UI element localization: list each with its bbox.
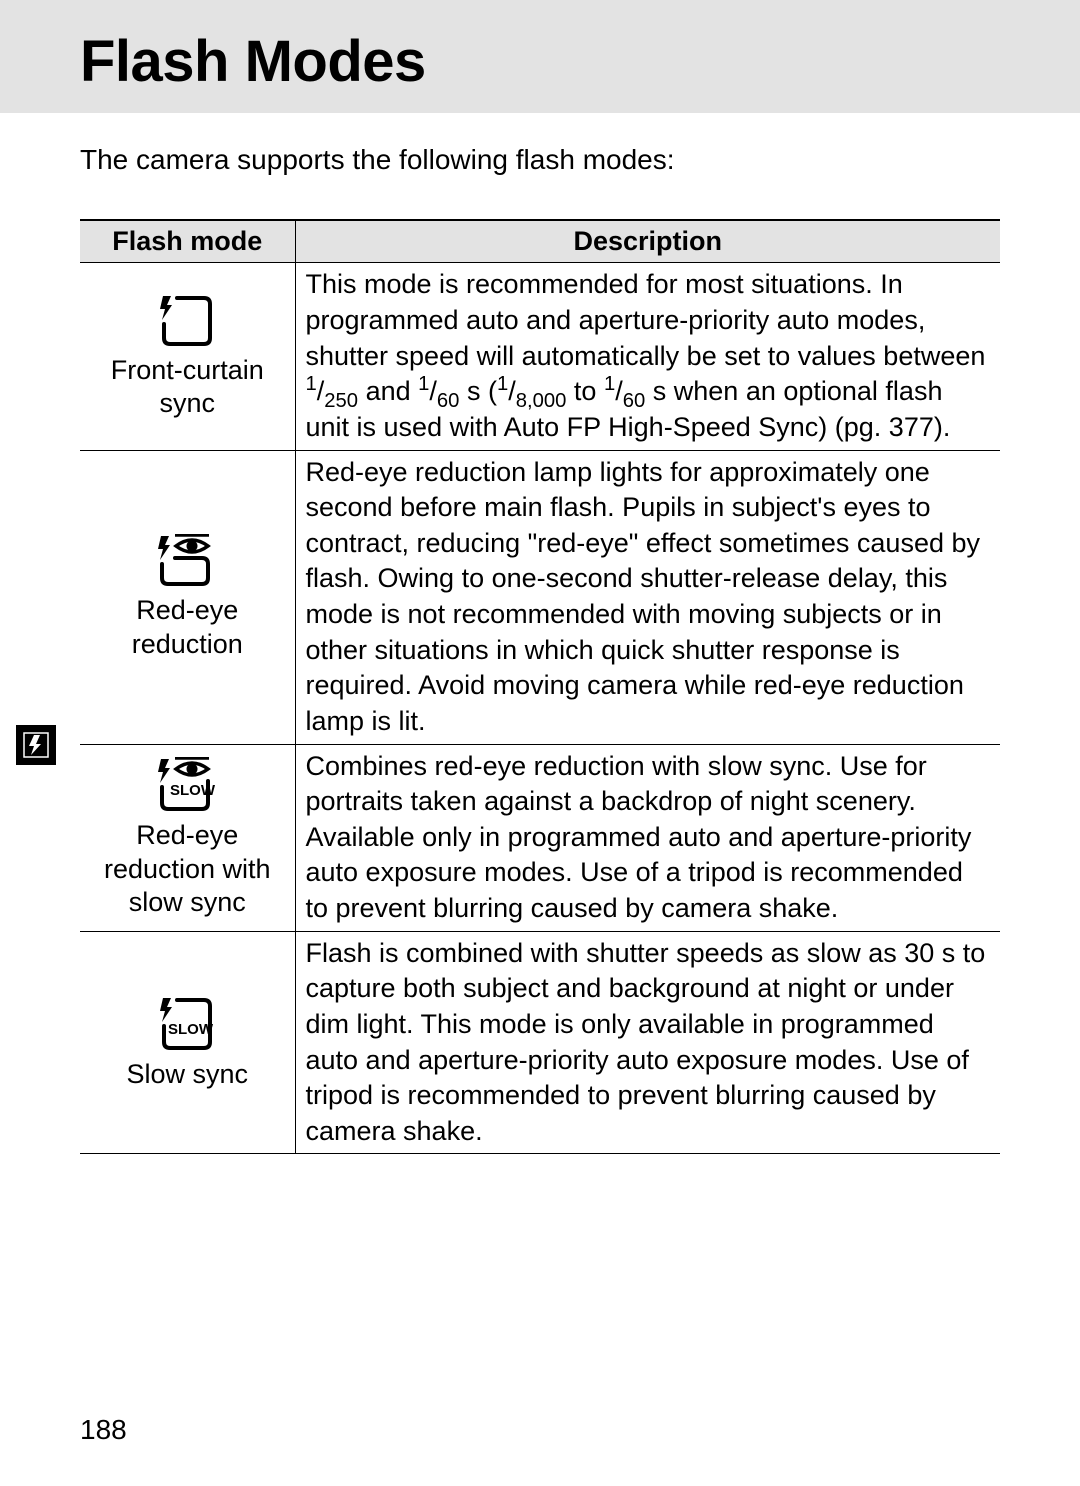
fraction-numerator: 1 [306, 373, 317, 395]
mode-description: Flash is combined with shutter speeds as… [295, 931, 1000, 1154]
table-row: SLOW Slow sync Flash is combined with sh… [80, 931, 1000, 1154]
mode-label: Slow sync [84, 1058, 291, 1092]
fraction-numerator: 1 [604, 373, 615, 395]
mode-cell-front-curtain: Front-curtain sync [80, 263, 295, 450]
col-header-mode: Flash mode [80, 220, 295, 263]
flash-front-curtain-icon [84, 294, 291, 348]
mode-cell-red-eye: Red-eye reduction [80, 450, 295, 744]
mode-description: Red-eye reduction lamp lights for approx… [295, 450, 1000, 744]
flash-red-eye-icon [84, 534, 291, 588]
section-side-tab [16, 725, 56, 765]
section-header-band: Flash Modes [0, 0, 1080, 113]
mode-description: Combines red-eye reduction with slow syn… [295, 744, 1000, 931]
flash-tab-icon [23, 732, 49, 758]
desc-text: This mode is recommended for most situat… [306, 269, 986, 370]
section-title: Flash Modes [80, 28, 1080, 95]
desc-text: to [566, 376, 604, 406]
page-number: 188 [80, 1414, 127, 1446]
fraction-denominator: 60 [437, 390, 460, 412]
desc-text: s ( [459, 376, 497, 406]
mode-label: Red-eye reduction [84, 594, 291, 662]
mode-cell-slow: SLOW Slow sync [80, 931, 295, 1154]
fraction-denominator: 250 [324, 390, 358, 412]
fraction-numerator: 1 [497, 373, 508, 395]
manual-page: Flash Modes The camera supports the foll… [0, 0, 1080, 1486]
table-header-row: Flash mode Description [80, 220, 1000, 263]
fraction-denominator: 60 [623, 390, 646, 412]
flash-red-eye-slow-icon: SLOW [84, 757, 291, 813]
mode-description: This mode is recommended for most situat… [295, 263, 1000, 450]
slow-text: SLOW [168, 1021, 214, 1038]
col-header-description: Description [295, 220, 1000, 263]
desc-text: and [358, 376, 418, 406]
slow-text: SLOW [170, 782, 216, 799]
table-row: SLOW Red-eye reduction with slow sync Co… [80, 744, 1000, 931]
table-row: Front-curtain sync This mode is recommen… [80, 263, 1000, 450]
mode-cell-red-eye-slow: SLOW Red-eye reduction with slow sync [80, 744, 295, 931]
flash-modes-table: Flash mode Description Front-curtain syn… [80, 219, 1000, 1155]
mode-label: Red-eye reduction with slow sync [84, 819, 291, 920]
mode-label: Front-curtain sync [84, 354, 291, 422]
intro-paragraph: The camera supports the following flash … [0, 141, 1080, 191]
fraction-numerator: 1 [418, 373, 429, 395]
flash-slow-icon: SLOW [84, 996, 291, 1052]
table-row: Red-eye reduction Red-eye reduction lamp… [80, 450, 1000, 744]
fraction-denominator: 8,000 [516, 390, 567, 412]
